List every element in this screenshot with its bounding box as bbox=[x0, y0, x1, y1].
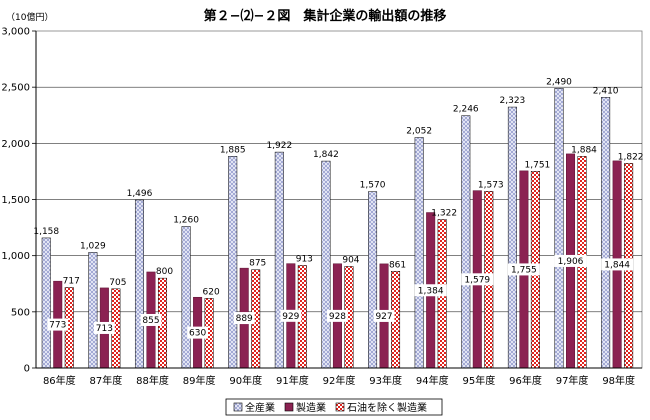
chart-title: 第２−⑵−２図 集計企業の輸出額の推移 bbox=[204, 8, 447, 24]
value-label-all-industries: 1,885 bbox=[220, 145, 246, 155]
x-tick-label: 94年度 bbox=[416, 374, 449, 387]
x-tick-label: 95年度 bbox=[462, 374, 495, 387]
bar-all-industries bbox=[181, 226, 191, 369]
bar-all-industries bbox=[228, 156, 238, 369]
value-label-manufacturing: 927 bbox=[375, 312, 392, 322]
value-label-manufacturing: 630 bbox=[189, 329, 206, 339]
value-label-bg bbox=[280, 309, 302, 322]
x-tick-label: 86年度 bbox=[43, 374, 76, 387]
value-label-all-industries: 2,410 bbox=[593, 86, 619, 96]
x-tick-label: 91年度 bbox=[276, 374, 309, 387]
value-label-bg bbox=[414, 284, 447, 297]
bar-all-industries bbox=[274, 151, 284, 369]
value-label-manufacturing: 889 bbox=[236, 314, 253, 324]
bar-all-industries bbox=[321, 160, 331, 369]
value-label-bg bbox=[187, 326, 208, 339]
value-label-manufacturing: 1,579 bbox=[464, 275, 490, 285]
value-label-manufacturing: 713 bbox=[96, 324, 113, 334]
legend: 全産業 製造業 石油を除く製造業 bbox=[225, 398, 443, 416]
value-label-bg bbox=[507, 263, 540, 276]
value-label-bg bbox=[140, 313, 162, 326]
y-tick-label: 500 bbox=[11, 307, 30, 318]
value-label-manufacturing-excl-oil: 913 bbox=[296, 254, 313, 264]
x-tick-label: 89年度 bbox=[183, 374, 216, 387]
bar-all-industries bbox=[507, 106, 517, 369]
legend-label-manufacturing-excl-oil: 石油を除く製造業 bbox=[347, 401, 427, 414]
value-label-manufacturing-excl-oil: 1,884 bbox=[571, 145, 597, 155]
value-label-manufacturing-excl-oil: 1,573 bbox=[478, 180, 504, 190]
y-tick-label: 2,500 bbox=[1, 83, 30, 94]
value-label-manufacturing: 855 bbox=[142, 316, 159, 326]
bar-all-industries bbox=[368, 191, 378, 369]
value-label-all-industries: 1,260 bbox=[173, 215, 199, 225]
value-label-manufacturing: 773 bbox=[49, 321, 66, 331]
x-tick-label: 96年度 bbox=[509, 374, 542, 387]
bar-all-industries bbox=[88, 252, 98, 369]
legend-swatch-manufacturing bbox=[284, 402, 294, 412]
value-label-bg bbox=[233, 312, 255, 325]
value-label-all-industries: 1,158 bbox=[33, 227, 59, 237]
value-label-manufacturing-excl-oil: 875 bbox=[249, 259, 266, 269]
value-label-all-industries: 1,842 bbox=[313, 150, 339, 160]
value-label-manufacturing-excl-oil: 717 bbox=[63, 276, 80, 286]
legend-swatch-all-industries bbox=[233, 402, 243, 412]
x-tick-label: 98年度 bbox=[602, 374, 635, 387]
value-label-manufacturing: 1,844 bbox=[604, 260, 630, 270]
value-label-all-industries: 1,029 bbox=[80, 241, 106, 251]
value-label-manufacturing: 1,755 bbox=[511, 265, 537, 275]
x-tick-label: 92年度 bbox=[323, 374, 356, 387]
value-label-manufacturing-excl-oil: 1,751 bbox=[525, 160, 551, 170]
value-label-all-industries: 2,323 bbox=[500, 96, 526, 106]
y-tick-label: 3,000 bbox=[1, 27, 30, 38]
bar-all-industries bbox=[41, 237, 51, 369]
value-label-all-industries: 2,490 bbox=[546, 77, 572, 87]
x-tick-label: 90年度 bbox=[229, 374, 262, 387]
value-label-manufacturing: 928 bbox=[329, 312, 346, 322]
value-label-manufacturing-excl-oil: 800 bbox=[156, 267, 173, 277]
x-tick-label: 88年度 bbox=[136, 374, 169, 387]
value-label-manufacturing-excl-oil: 1,322 bbox=[431, 208, 457, 218]
value-label-manufacturing: 929 bbox=[282, 312, 299, 322]
value-label-manufacturing: 1,906 bbox=[558, 257, 584, 267]
legend-label-manufacturing: 製造業 bbox=[296, 401, 326, 414]
value-label-bg bbox=[461, 273, 494, 286]
value-label-bg bbox=[47, 318, 69, 331]
value-label-all-industries: 1,922 bbox=[266, 141, 292, 151]
value-labels-layer: 1,158 773 717 1,029 713 705 1,496 855 800 1,260 63… bbox=[33, 77, 644, 339]
x-tick-label: 93年度 bbox=[369, 374, 402, 387]
value-label-all-industries: 1,570 bbox=[360, 181, 386, 191]
legend-swatch-manufacturing-excl-oil bbox=[335, 402, 345, 412]
axis-layer: 0 500 1,000 1,500 2,000 2,500 3,000 86年度 87年度 88年… bbox=[1, 27, 642, 387]
legend-label-all-industries: 全産業 bbox=[245, 401, 275, 414]
bar-all-industries bbox=[134, 199, 144, 369]
y-tick-label: 1,000 bbox=[1, 251, 30, 262]
y-tick-label: 0 bbox=[24, 364, 30, 375]
y-tick-label: 2,000 bbox=[1, 139, 30, 150]
value-label-bg bbox=[93, 321, 115, 334]
legend-box bbox=[225, 398, 443, 416]
y-tick-label: 1,500 bbox=[1, 195, 30, 206]
unit-label: （10億円） bbox=[6, 11, 53, 23]
value-label-all-industries: 2,246 bbox=[453, 105, 479, 115]
value-label-bg bbox=[327, 309, 348, 322]
value-label-manufacturing-excl-oil: 1,822 bbox=[618, 152, 644, 162]
x-tick-label: 87年度 bbox=[90, 374, 123, 387]
value-label-all-industries: 2,052 bbox=[406, 126, 432, 136]
value-label-manufacturing: 1,384 bbox=[418, 286, 444, 296]
value-label-bg bbox=[373, 309, 395, 322]
bars-layer bbox=[41, 88, 634, 369]
bar-all-industries bbox=[414, 137, 424, 369]
bar-all-industries bbox=[554, 88, 564, 369]
value-label-bg bbox=[601, 258, 634, 271]
value-label-manufacturing-excl-oil: 904 bbox=[342, 255, 359, 265]
x-tick-label: 97年度 bbox=[556, 374, 589, 387]
bar-all-industries bbox=[601, 97, 611, 369]
value-label-manufacturing-excl-oil: 705 bbox=[109, 278, 126, 288]
value-label-bg bbox=[554, 254, 587, 267]
bar-all-industries bbox=[461, 115, 471, 369]
value-label-manufacturing-excl-oil: 620 bbox=[203, 287, 220, 297]
value-label-manufacturing-excl-oil: 861 bbox=[389, 260, 406, 270]
value-label-all-industries: 1,496 bbox=[127, 189, 153, 199]
